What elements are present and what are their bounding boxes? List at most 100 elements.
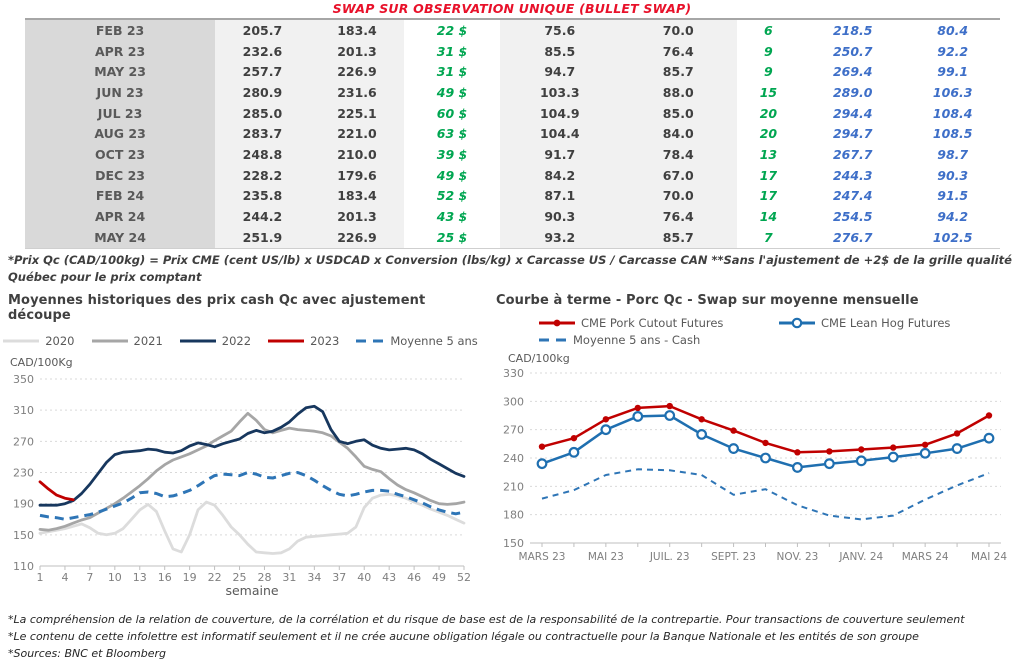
value-cell: 75.6 — [499, 19, 620, 41]
table-row: MAY 24 251.9 226.9 25 $93.2 85.7 7 276.7 102.5 — [25, 226, 1000, 249]
month-cell: AUG 23 — [25, 123, 216, 145]
x-tick-label: 52 — [457, 571, 471, 584]
value-cell: 9 — [736, 40, 801, 62]
value-cell: 218.5 — [800, 19, 906, 41]
table-row: APR 23 232.6 201.3 31 $85.5 76.4 9 250.7 92.2 — [25, 40, 1000, 62]
x-tick-label: 1 — [37, 571, 44, 584]
y-tick-label: 210 — [503, 480, 524, 493]
legend-item-2022: 2022 — [179, 334, 251, 348]
legend-swatch-line — [91, 339, 128, 343]
value-cell: 87.1 — [499, 185, 620, 207]
series-line-2022 — [38, 404, 466, 507]
value-cell: 205.7 — [215, 19, 310, 41]
legend-item-2023: 2023 — [267, 334, 339, 348]
legend-swatch-dashed-line — [356, 339, 385, 343]
legend-swatch-line — [3, 339, 40, 343]
value-cell: 102.5 — [905, 226, 1000, 249]
data-point-marker — [953, 430, 961, 437]
x-tick-label: JUIL. 23 — [649, 551, 690, 563]
data-point-marker — [602, 416, 610, 423]
value-cell: 257.7 — [215, 61, 310, 83]
x-tick-label: 25 — [233, 571, 247, 584]
value-cell: 13 — [736, 144, 801, 165]
x-tick-label: SEPT. 23 — [711, 551, 756, 563]
data-point-marker — [666, 402, 673, 410]
table-row: MAY 23 257.7 226.9 31 $94.7 85.7 9 269.4 99.1 — [25, 61, 1000, 83]
right-chart-title: Courbe à terme - Porc Qc - Swap sur moye… — [496, 293, 919, 308]
x-tick-label: 28 — [257, 571, 271, 584]
value-cell: 248.8 — [215, 144, 310, 165]
value-cell: 92.2 — [905, 40, 1000, 62]
value-cell: 94.2 — [905, 206, 1000, 227]
x-tick-label: 37 — [332, 571, 346, 584]
value-cell: 235.8 — [215, 185, 310, 207]
value-cell: 17 — [736, 164, 801, 186]
value-cell: 76.4 — [619, 206, 737, 227]
data-point-marker — [921, 441, 929, 448]
value-cell: 39 $ — [404, 144, 500, 165]
value-cell: 106.3 — [905, 82, 1000, 103]
x-tick-label: MARS 23 — [519, 551, 566, 563]
month-cell: OCT 23 — [25, 144, 216, 165]
data-point-marker — [823, 458, 835, 470]
table-row: APR 24 244.2 201.3 43 $90.3 76.4 14 254.5 94.2 — [25, 206, 1000, 227]
table-row: FEB 23 205.7 183.4 22 $75.6 70.0 6 218.5 80.4 — [25, 19, 1000, 41]
value-cell: 104.4 — [499, 123, 620, 145]
x-tick-label: MAI 24 — [971, 551, 1007, 563]
legend-label: Moyenne 5 ans — [390, 334, 478, 348]
table-row: JUN 23 280.9 231.6 49 $103.3 88.0 15 289.0 106.… — [25, 82, 1000, 103]
value-cell: 49 $ — [404, 82, 500, 103]
left-chart-title: Moyennes historiques des prix cash Qc av… — [8, 293, 426, 323]
series-line-moyenne-5-ans — [39, 471, 465, 521]
value-cell: 228.2 — [215, 164, 310, 186]
x-tick-label: 43 — [382, 571, 396, 584]
data-point-marker — [632, 411, 644, 422]
value-cell: 20 — [736, 123, 801, 145]
legend-row: Moyenne 5 ans - Cash — [538, 331, 1020, 348]
value-cell: 85.7 — [619, 61, 737, 83]
data-point-marker — [887, 451, 899, 463]
legend-item-cme-pork-cutout-futures: CME Pork Cutout Futures — [538, 316, 778, 330]
legend-label: 2021 — [133, 334, 163, 348]
value-cell: 43 $ — [404, 206, 500, 227]
legend-swatch-line — [779, 317, 815, 328]
data-point-marker — [570, 434, 578, 442]
value-cell: 251.9 — [215, 226, 310, 249]
legend-label: CME Pork Cutout Futures — [581, 315, 724, 330]
value-cell: 294.4 — [800, 102, 906, 124]
value-cell: 90.3 — [499, 206, 620, 227]
value-cell: 49 $ — [404, 164, 500, 186]
data-point-marker — [762, 439, 769, 447]
legend-label: 2022 — [221, 334, 252, 348]
legend-swatch-dashed-line — [539, 338, 567, 341]
table-row: DEC 23 228.2 179.6 49 $84.2 67.0 17 244.3 90.3 — [25, 164, 1000, 186]
value-cell: 22 $ — [404, 19, 500, 41]
x-tick-label: 34 — [307, 571, 321, 584]
month-cell: APR 24 — [25, 206, 216, 227]
month-cell: FEB 23 — [25, 19, 216, 41]
value-cell: 85.7 — [619, 226, 737, 249]
data-point-marker — [728, 443, 739, 454]
table-row: OCT 23 248.8 210.0 39 $91.7 78.4 13 267.7 98.7 — [25, 144, 1000, 165]
value-cell: 183.4 — [309, 185, 405, 207]
month-cell: DEC 23 — [25, 164, 216, 186]
data-point-marker — [826, 448, 833, 455]
value-cell: 250.7 — [800, 40, 906, 62]
right-chart-unit-label: CAD/100kg — [508, 352, 570, 365]
x-tick-label: 46 — [407, 571, 421, 584]
data-point-marker — [890, 444, 897, 451]
legend-label: Moyenne 5 ans - Cash — [573, 332, 701, 347]
y-tick-label: 310 — [13, 404, 34, 417]
value-cell: 210.0 — [309, 144, 405, 165]
value-cell: 31 $ — [404, 40, 500, 62]
value-cell: 91.5 — [905, 185, 1000, 207]
table-row: JUL 23 285.0 225.1 60 $104.9 85.0 20 294.4 108.… — [25, 102, 1000, 124]
y-tick-label: 300 — [503, 395, 524, 408]
data-point-marker — [536, 458, 548, 470]
x-tick-label: 40 — [357, 571, 371, 584]
legend-item-moyenne-5-ans-cash: Moyenne 5 ans - Cash — [538, 333, 778, 347]
legend-label: 2020 — [45, 334, 75, 348]
table-footnote: *Prix Qc (CAD/100kg) = Prix CME (cent US… — [8, 253, 1012, 285]
legend-swatch-line — [179, 339, 216, 343]
month-cell: MAY 24 — [25, 226, 216, 249]
